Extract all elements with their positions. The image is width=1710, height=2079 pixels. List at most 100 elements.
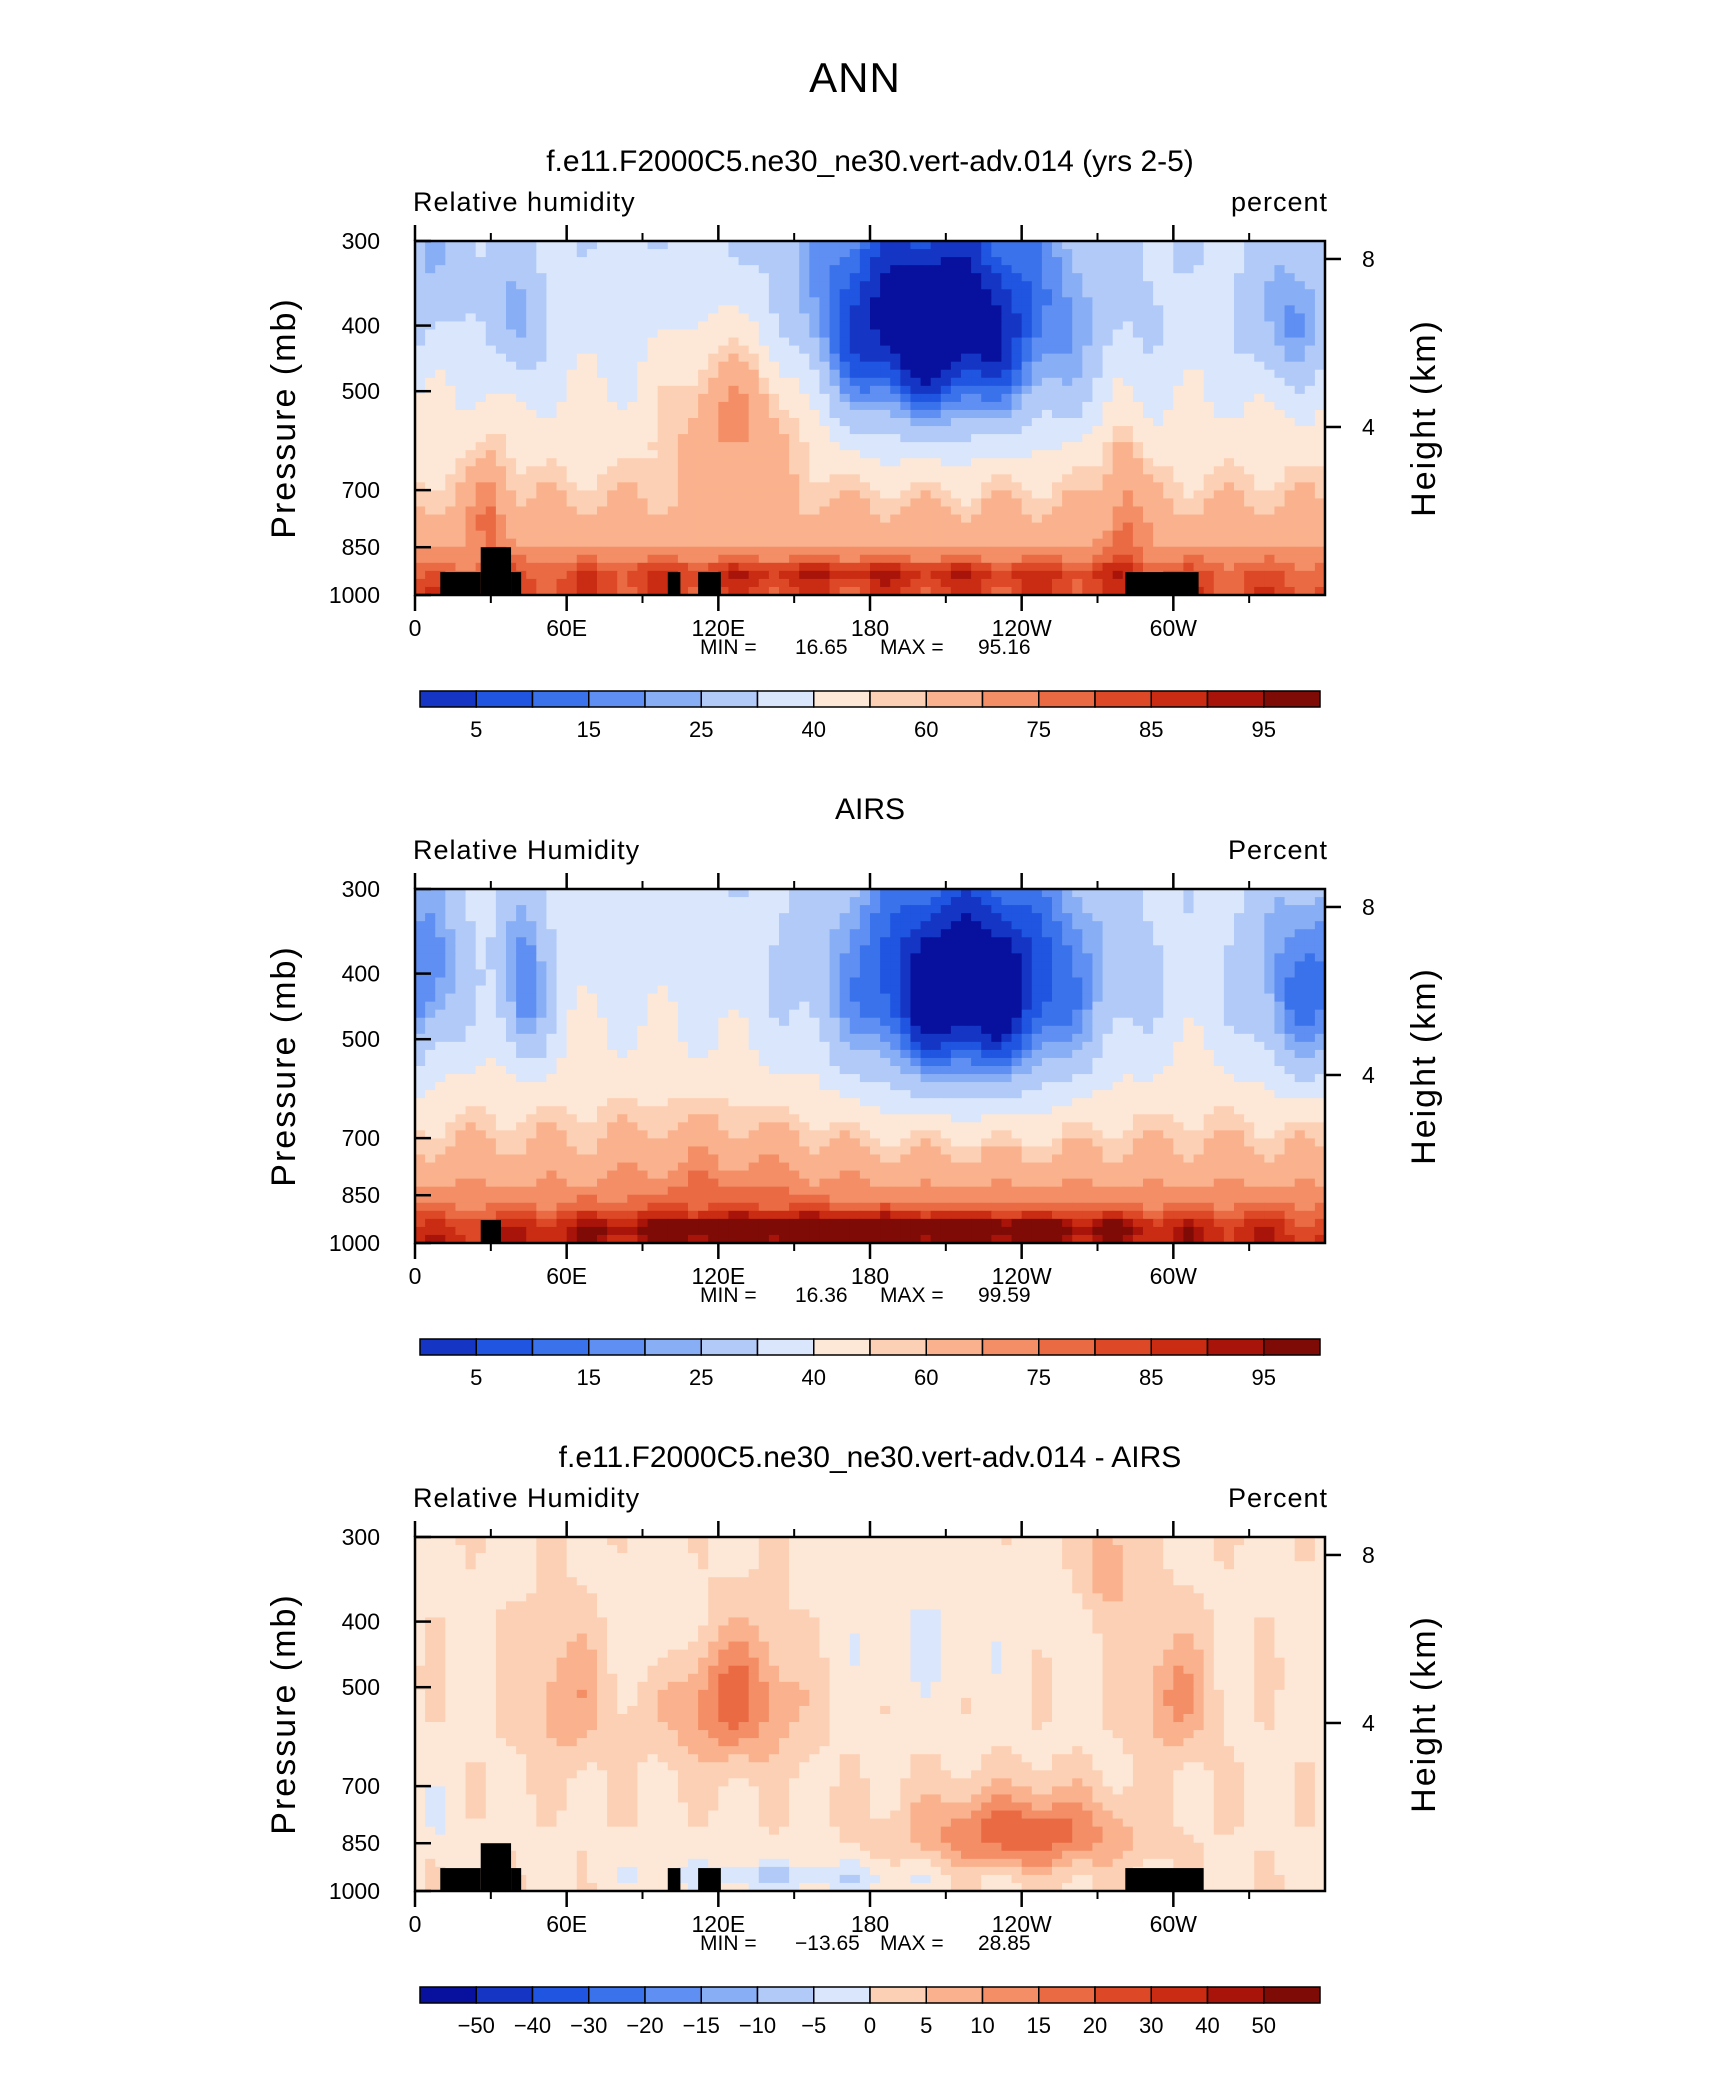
contour-cell xyxy=(900,547,911,556)
contour-cell xyxy=(577,563,588,572)
contour-cell xyxy=(445,410,456,419)
contour-cell xyxy=(1113,921,1124,930)
contour-cell xyxy=(951,539,962,548)
contour-cell xyxy=(1163,338,1174,347)
contour-cell xyxy=(1052,897,1063,906)
contour-cell xyxy=(587,547,598,556)
contour-cell xyxy=(1204,313,1215,322)
contour-cell xyxy=(435,297,446,306)
contour-cell xyxy=(1234,563,1245,572)
contour-cell xyxy=(496,897,507,906)
contour-cell xyxy=(870,410,881,419)
contour-cell xyxy=(455,362,466,371)
contour-cell xyxy=(890,482,901,491)
contour-cell xyxy=(728,498,739,507)
contour-cell xyxy=(819,531,830,540)
contour-cell xyxy=(1305,555,1316,564)
contour-cell xyxy=(1052,905,1063,914)
contour-cell xyxy=(880,482,891,491)
contour-cell xyxy=(1173,289,1184,298)
contour-cell xyxy=(1092,897,1103,906)
contour-cell xyxy=(1305,297,1316,306)
contour-cell xyxy=(1244,450,1255,459)
contour-cell xyxy=(536,555,547,564)
contour-cell xyxy=(516,961,527,970)
contour-cell xyxy=(688,338,699,347)
contour-cell xyxy=(1143,482,1154,491)
contour-cell xyxy=(1305,410,1316,419)
contour-cell xyxy=(789,257,800,266)
contour-cell xyxy=(597,515,608,524)
contour-cell xyxy=(739,330,750,339)
contour-cell xyxy=(1032,945,1043,954)
contour-cell xyxy=(890,442,901,451)
contour-cell xyxy=(1153,937,1164,946)
contour-cell xyxy=(1224,241,1235,250)
contour-cell xyxy=(1092,921,1103,930)
contour-cell xyxy=(1032,362,1043,371)
contour-cell xyxy=(435,265,446,274)
contour-cell xyxy=(1204,547,1215,556)
contour-cell xyxy=(526,482,537,491)
contour-cell xyxy=(739,297,750,306)
contour-cell xyxy=(759,913,770,922)
contour-cell xyxy=(799,450,810,459)
contour-cell xyxy=(991,434,1002,443)
contour-cell xyxy=(1183,531,1194,540)
contour-cell xyxy=(759,498,770,507)
contour-cell xyxy=(557,937,568,946)
contour-cell xyxy=(1092,531,1103,540)
contour-cell xyxy=(1052,330,1063,339)
contour-cell xyxy=(1295,913,1306,922)
contour-cell xyxy=(1123,338,1134,347)
contour-cell xyxy=(476,297,487,306)
contour-cell xyxy=(1163,313,1174,322)
contour-cell xyxy=(466,498,477,507)
contour-cell xyxy=(1001,378,1012,387)
contour-cell xyxy=(931,458,942,467)
contour-cell xyxy=(516,466,527,475)
contour-cell xyxy=(1113,458,1124,467)
contour-cell xyxy=(1052,563,1063,572)
contour-cell xyxy=(678,897,689,906)
contour-cell xyxy=(1183,523,1194,532)
contour-cell xyxy=(910,555,921,564)
contour-cell xyxy=(941,305,952,314)
contour-cell xyxy=(557,313,568,322)
contour-cell xyxy=(435,474,446,483)
contour-cell xyxy=(435,378,446,387)
contour-cell xyxy=(455,321,466,330)
contour-cell xyxy=(1082,346,1093,355)
contour-cell xyxy=(597,386,608,395)
contour-cell xyxy=(496,434,507,443)
contour-cell xyxy=(1173,394,1184,403)
contour-cell xyxy=(1305,889,1316,898)
contour-cell xyxy=(526,466,537,475)
contour-cell xyxy=(1194,418,1205,427)
contour-cell xyxy=(880,354,891,363)
contour-cell xyxy=(1123,362,1134,371)
contour-cell xyxy=(637,434,648,443)
contour-cell xyxy=(870,945,881,954)
contour-cell xyxy=(961,921,972,930)
contour-cell xyxy=(698,289,709,298)
contour-cell xyxy=(648,354,659,363)
contour-cell xyxy=(587,442,598,451)
contour-cell xyxy=(658,466,669,475)
contour-cell xyxy=(941,338,952,347)
contour-cell xyxy=(799,523,810,532)
contour-cell xyxy=(1143,563,1154,572)
contour-cell xyxy=(577,313,588,322)
contour-cell xyxy=(496,945,507,954)
contour-cell xyxy=(1173,913,1184,922)
contour-cell xyxy=(809,354,820,363)
contour-cell xyxy=(496,507,507,516)
contour-cell xyxy=(971,418,982,427)
contour-cell xyxy=(536,498,547,507)
contour-cell xyxy=(1183,241,1194,250)
contour-cell xyxy=(506,354,517,363)
contour-cell xyxy=(506,531,517,540)
contour-cell xyxy=(1072,273,1083,282)
contour-cell xyxy=(759,378,770,387)
contour-cell xyxy=(557,289,568,298)
